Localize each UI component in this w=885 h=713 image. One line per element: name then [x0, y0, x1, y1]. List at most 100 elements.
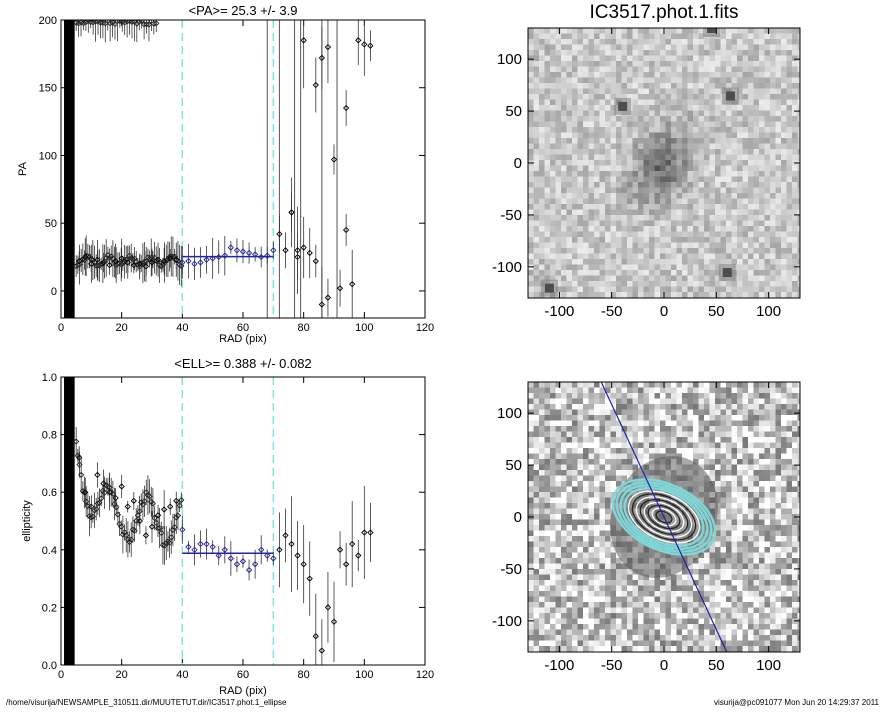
- image-pixel: [704, 94, 710, 100]
- image-pixel: [539, 182, 545, 188]
- image-pixel: [781, 569, 787, 575]
- image-pixel: [622, 45, 628, 51]
- image-pixel: [644, 259, 650, 265]
- image-pixel: [583, 28, 589, 34]
- image-pixel: [666, 221, 672, 227]
- image-pixel: [737, 536, 743, 542]
- image-pixel: [649, 144, 655, 150]
- image-pixel: [578, 61, 584, 67]
- image-pixel: [594, 426, 600, 432]
- image-pixel: [644, 177, 650, 183]
- image-pixel: [616, 580, 622, 586]
- image-pixel: [567, 531, 573, 537]
- image-pixel: [600, 454, 606, 460]
- image-pixel: [561, 437, 567, 443]
- image-pixel: [644, 149, 650, 155]
- image-pixel: [710, 432, 716, 438]
- image-pixel: [649, 199, 655, 205]
- image-pixel: [699, 292, 705, 298]
- image-pixel: [594, 503, 600, 509]
- image-pixel: [633, 265, 639, 271]
- image-pixel: [627, 210, 633, 216]
- image-pixel: [649, 56, 655, 62]
- image-pixel: [572, 56, 578, 62]
- image-pixel: [550, 503, 556, 509]
- image-pixel: [649, 171, 655, 177]
- image-pixel: [561, 138, 567, 144]
- image-pixel: [688, 193, 694, 199]
- image-pixel: [594, 237, 600, 243]
- image-pixel: [545, 531, 551, 537]
- image-pixel: [534, 28, 540, 34]
- image-pixel: [561, 72, 567, 78]
- image-pixel: [776, 199, 782, 205]
- image-pixel: [528, 459, 534, 465]
- image-pixel: [671, 226, 677, 232]
- image-pixel: [699, 259, 705, 265]
- image-pixel: [743, 281, 749, 287]
- image-pixel: [682, 215, 688, 221]
- image-pixel: [528, 221, 534, 227]
- image-pixel: [545, 232, 551, 238]
- image-pixel: [567, 45, 573, 51]
- image-pixel: [781, 492, 787, 498]
- image-pixel: [611, 454, 617, 460]
- image-pixel: [578, 182, 584, 188]
- image-pixel: [671, 133, 677, 139]
- image-pixel: [644, 116, 650, 122]
- image-pixel: [638, 265, 644, 271]
- image-pixel: [611, 580, 617, 586]
- image-pixel: [589, 292, 595, 298]
- image-pixel: [737, 514, 743, 520]
- image-pixel: [572, 182, 578, 188]
- image-pixel: [649, 177, 655, 183]
- image-pixel: [567, 72, 573, 78]
- image-pixel: [737, 575, 743, 581]
- image-pixel: [633, 437, 639, 443]
- x-tick-label: 60: [237, 322, 249, 334]
- image-pixel: [792, 215, 798, 221]
- image-pixel: [781, 83, 787, 89]
- image-pixel: [589, 193, 595, 199]
- image-pixel: [528, 166, 534, 172]
- image-pixel: [550, 558, 556, 564]
- image-pixel: [556, 67, 562, 73]
- image-pixel: [748, 248, 754, 254]
- image-pixel: [589, 248, 595, 254]
- image-pixel: [726, 426, 732, 432]
- image-pixel: [528, 78, 534, 84]
- image-pixel: [699, 111, 705, 117]
- image-pixel: [726, 575, 732, 581]
- image-pixel: [567, 171, 573, 177]
- image-pixel: [682, 393, 688, 399]
- image-pixel: [781, 116, 787, 122]
- image-pixel: [589, 39, 595, 45]
- image-pixel: [605, 498, 611, 504]
- image-pixel: [666, 443, 672, 449]
- image-pixel: [556, 503, 562, 509]
- image-pixel: [611, 50, 617, 56]
- image-pixel: [528, 426, 534, 432]
- image-pixel: [561, 127, 567, 133]
- image-pixel: [616, 292, 622, 298]
- image-pixel: [539, 459, 545, 465]
- image-pixel: [649, 270, 655, 276]
- image-pixel: [710, 160, 716, 166]
- image-pixel: [748, 199, 754, 205]
- image-pixel: [704, 259, 710, 265]
- image-pixel: [545, 199, 551, 205]
- image-pixel: [770, 531, 776, 537]
- image-pixel: [682, 443, 688, 449]
- image-pixel: [776, 254, 782, 260]
- image-pixel: [732, 569, 738, 575]
- image-pixel: [561, 155, 567, 161]
- image-pixel: [583, 525, 589, 531]
- image-pixel: [644, 166, 650, 172]
- image-pixel: [781, 45, 787, 51]
- image-pixel: [600, 72, 606, 78]
- image-pixel: [666, 215, 672, 221]
- image-pixel: [567, 248, 573, 254]
- image-pixel: [627, 432, 633, 438]
- image-pixel: [715, 50, 721, 56]
